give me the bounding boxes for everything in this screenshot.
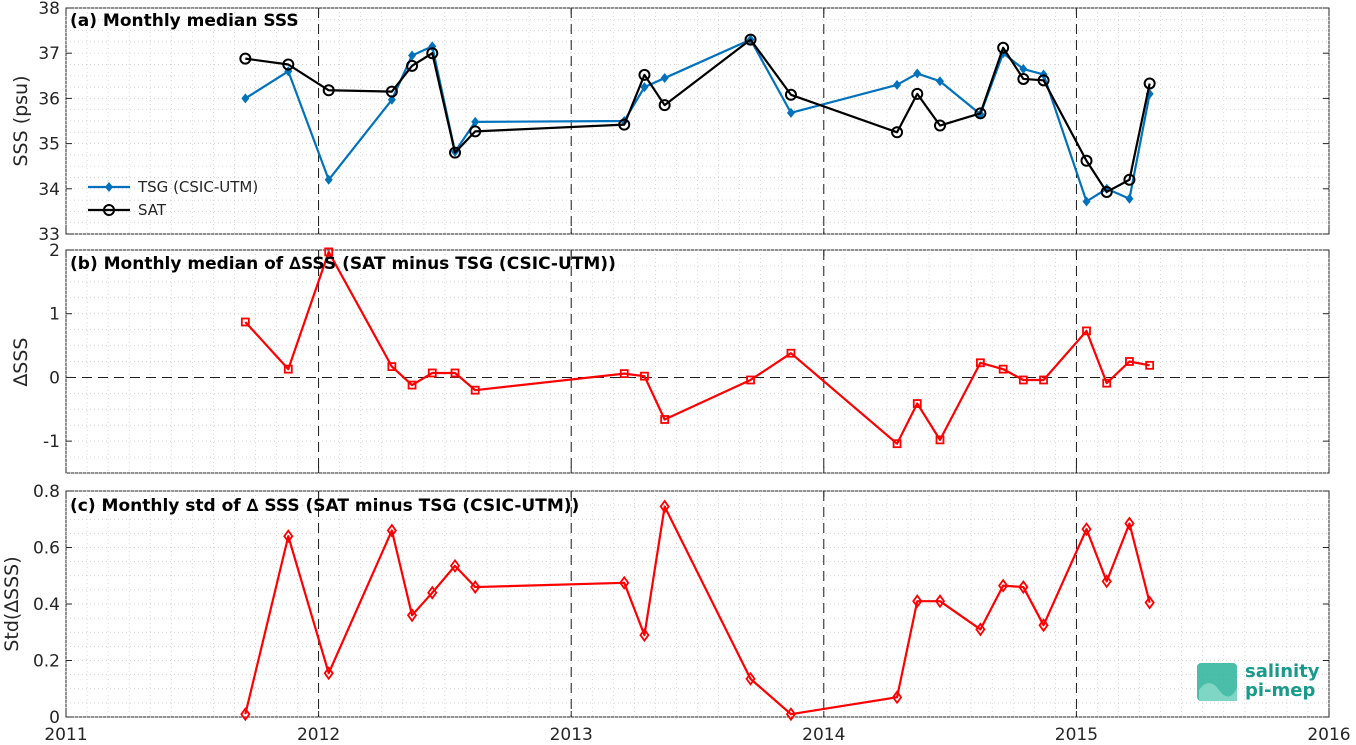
y-tick-label: 0.6	[33, 539, 60, 559]
y-tick-label: 36	[38, 89, 60, 109]
y-tick-label: 0.2	[33, 652, 60, 672]
panel-a-monthly-median-sss: 33 34 35 36 37 38 SSS (psu) (a) Monthly media…	[10, 0, 1329, 245]
logo-line2: pi-mep	[1245, 680, 1315, 701]
panel-c-y-axis-label: Std(∆SSS)	[1, 556, 23, 651]
y-tick-label: 37	[38, 44, 60, 64]
x-tick-label: 2013	[550, 725, 593, 745]
x-tick-label: 2012	[297, 725, 340, 745]
y-tick-label: 34	[38, 180, 60, 200]
y-tick-label: 38	[38, 0, 60, 19]
legend-sat-label: SAT	[138, 201, 167, 219]
salinity-pi-mep-logo: salinity pi-mep	[1197, 661, 1320, 701]
x-tick-label: 2015	[1055, 725, 1098, 745]
panel-b-y-axis-label: ∆SSS	[10, 338, 32, 388]
panel-c-title: (c) Monthly std of ∆ SSS (SAT minus TSG …	[70, 496, 579, 516]
panel-c-monthly-std-delta-sss: 0 0.2 0.4 0.6 0.8 Std(∆SSS) (c) Monthly std …	[1, 482, 1329, 728]
panel-b-monthly-median-delta-sss: -1 0 1 2 ∆SSS (b) Monthly median of ∆SSS (S…	[10, 241, 1329, 473]
panel-b-frame	[66, 250, 1329, 473]
panel-a-y-axis-label: SSS (psu)	[10, 75, 32, 166]
y-tick-label: 0.8	[33, 482, 60, 502]
x-tick-label: 2014	[802, 725, 845, 745]
x-tick-label: 2016	[1307, 725, 1350, 745]
panel-a-title: (a) Monthly median SSS	[70, 11, 299, 31]
figure: 333435363738 SSS (psu) (a) Monthly media…	[0, 0, 1356, 745]
y-tick-label: 35	[38, 135, 60, 155]
y-tick-label: -1	[43, 432, 60, 452]
y-tick-label: 0	[49, 368, 60, 388]
y-tick-label: 1	[49, 305, 60, 325]
x-axis-tick-labels: 2011 2012 2013 2014 2015 2016	[44, 725, 1350, 745]
logo-line1: salinity	[1245, 661, 1320, 682]
panel-b-title: (b) Monthly median of ∆SSS (SAT minus TS…	[70, 254, 616, 274]
x-tick-label: 2011	[44, 725, 87, 745]
legend-tsg-label: TSG (CSIC-UTM)	[137, 178, 258, 196]
y-tick-label: 0.4	[33, 595, 60, 615]
y-tick-label: 2	[49, 241, 60, 261]
